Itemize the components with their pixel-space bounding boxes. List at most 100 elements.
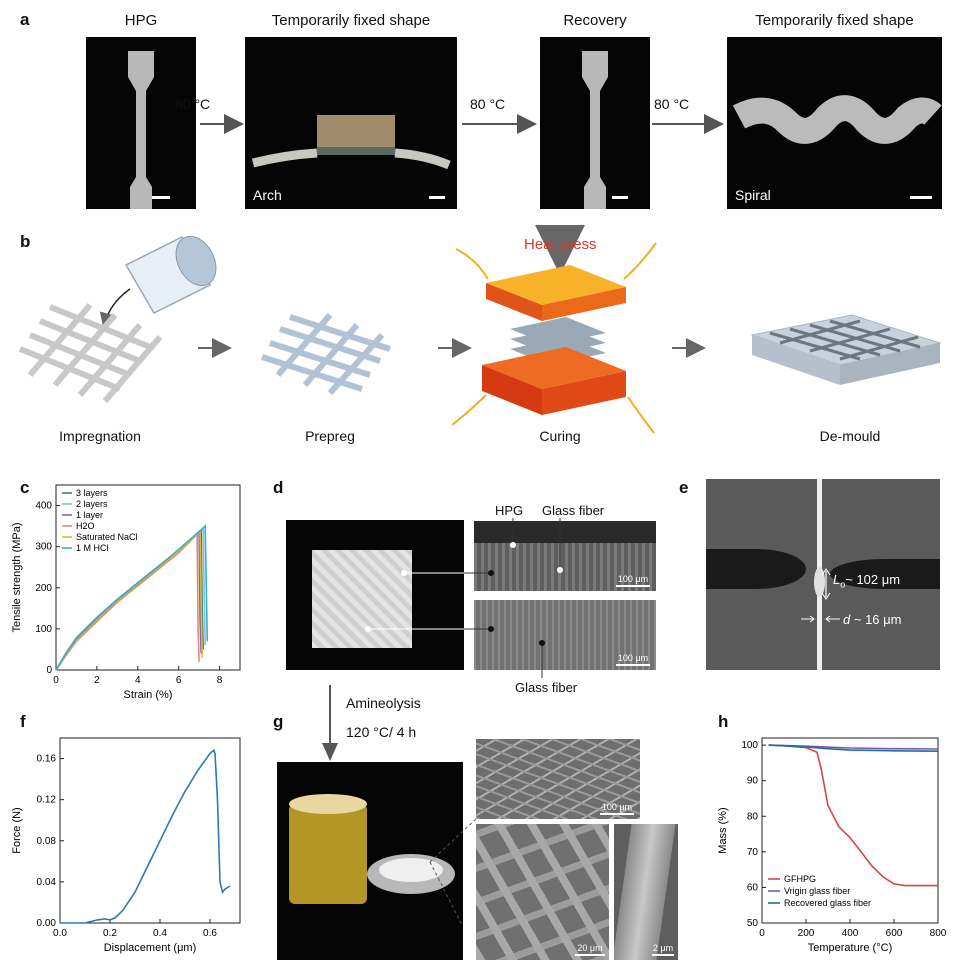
amineolysis-condition: 120 °C/ 4 h [346,724,417,740]
x-tick-label: 200 [798,928,815,939]
y-axis-label: Mass (%) [717,807,729,853]
label-glass-fiber-bottom: Glass fiber [515,680,578,695]
composite-plate-icon [750,314,942,385]
panel-f-label: f [20,712,26,731]
legend-label: H2O [76,521,95,531]
y-tick-label: 400 [35,501,52,512]
sem-fibers-100um: 100 μm [476,739,640,819]
chart-f-force: 0.0 0.2 0.4 0.6 0.00 0.04 0.08 0.12 0.16 Displace… [11,737,241,954]
prepreg-fabric-icon [261,313,391,396]
stage-demould: De-mould [819,428,881,444]
stage-curing: Curing [539,428,581,444]
x-axis-label: Strain (%) [124,689,173,701]
d-annotation: d ~ 16 μm [843,612,901,627]
y-axis-label: Force (N) [11,807,23,853]
y-tick-label: 60 [747,882,759,893]
scale-bar-g2: 20 μm [575,943,605,956]
x-tick-label: 0.4 [153,928,167,939]
composite-plate-image [312,550,412,648]
y-tick-label: 90 [747,776,759,787]
legend-label: 3 layers [76,488,108,498]
scale-label: 20 μm [577,943,603,953]
chart-c-tensile: 0 2 4 6 8 0 100 200 300 400 Strain (%) Tensile stre… [11,484,241,701]
scale-label: 100 μm [617,574,649,584]
legend-label: Vrigin glass fiber [784,886,850,896]
series-line-1-m-hcl [55,524,209,671]
y-tick-label: 0.08 [37,836,57,847]
sem-cross-section: 100 μm [474,521,656,591]
y-tick-label: 0.04 [37,877,57,888]
stage-prepreg: Prepreg [305,428,355,444]
panel-h-label: h [718,712,729,731]
legend-label: 1 layer [76,510,103,520]
panel-b-label: b [20,232,31,251]
photo-spiral-shape: Spiral [727,37,942,209]
scale-bar-g1: 100 μm [600,802,634,815]
arch-specimen-image [251,115,451,170]
lo-sub: o [840,579,846,590]
series-line-gfhpg [768,744,938,887]
panel-a-title-4: Temporarily fixed shape [755,12,914,29]
panel-a-arrows [200,114,724,134]
d-symbol: d [843,612,851,627]
x-tick-label: 6 [176,675,182,686]
x-tick-label: 0.2 [103,928,117,939]
d-value: ~ 16 μm [853,612,902,627]
legend-label: Recovered glass fiber [784,898,871,908]
x-tick-label: 400 [842,928,859,939]
arrow-temp-label-3: 80 °C [654,96,690,112]
photo-composite-plate [286,520,464,670]
photo-recycled-products [277,762,463,960]
x-axis-label: Displacement (μm) [104,942,197,954]
scale-bar [612,196,628,199]
panel-a-title-3: Recovery [563,12,627,29]
recovered-specimen-image [582,51,608,209]
panel-c-label: c [20,478,30,497]
scale-label: 100 μm [617,653,649,663]
woven-fabric-icon [18,303,163,403]
lo-annotation: Lo~ 102 μm [833,572,900,590]
spiral-specimen-image [732,95,942,144]
sem-fibers-20um: 20 μm [476,824,609,960]
heat-press-label: Heat press [524,236,597,253]
panel-e-label: e [679,478,689,497]
lo-value: ~ 102 μm [845,572,901,587]
y-tick-label: 300 [35,542,52,553]
series-line-force [60,748,231,924]
amineolysis-label: Amineolysis [346,695,421,711]
x-tick-label: 800 [930,928,947,939]
y-tick-label: 100 [741,740,758,751]
legend-label: Saturated NaCl [76,532,138,542]
panel-a-title-1: HPG [124,12,158,29]
legend-label: GFHPG [784,874,816,884]
panel-e-dimension-arrows [801,568,840,623]
y-tick-label: 0.12 [37,795,57,806]
y-axis-label: Tensile strength (MPa) [11,522,23,632]
amineolysis-arrow [322,685,338,761]
microdroplet-image [706,479,940,670]
scale-label: 2 μm [652,943,674,953]
x-tick-label: 600 [886,928,903,939]
heat-press-icon [451,225,657,434]
label-hpg: HPG [495,503,524,518]
dogbone-specimen-image [128,51,154,209]
arrow-temp-label-2: 80 °C [470,96,506,112]
sem-surface: 100 μm [474,600,656,670]
caption-spiral: Spiral [735,187,771,203]
series-line-h2o [55,532,200,671]
y-tick-label: 0.16 [37,754,57,765]
sem-fiber-2um: 2 μm [614,824,678,960]
stage-impregnation: Impregnation [59,428,141,444]
y-tick-label: 200 [35,583,52,594]
chart-h-tga: 0 200 400 600 800 50 60 70 80 90 100 Temperature (°… [717,737,947,954]
legend-label: 2 layers [76,499,108,509]
y-tick-label: 70 [747,847,759,858]
x-axis-label: Temperature (°C) [808,942,892,954]
scale-bar-g3: 2 μm [652,943,674,956]
x-tick-label: 0 [759,928,765,939]
x-tick-label: 0 [53,675,59,686]
pour-arrow [99,288,131,328]
x-tick-label: 2 [94,675,100,686]
label-glass-fiber-top: Glass fiber [542,503,605,518]
